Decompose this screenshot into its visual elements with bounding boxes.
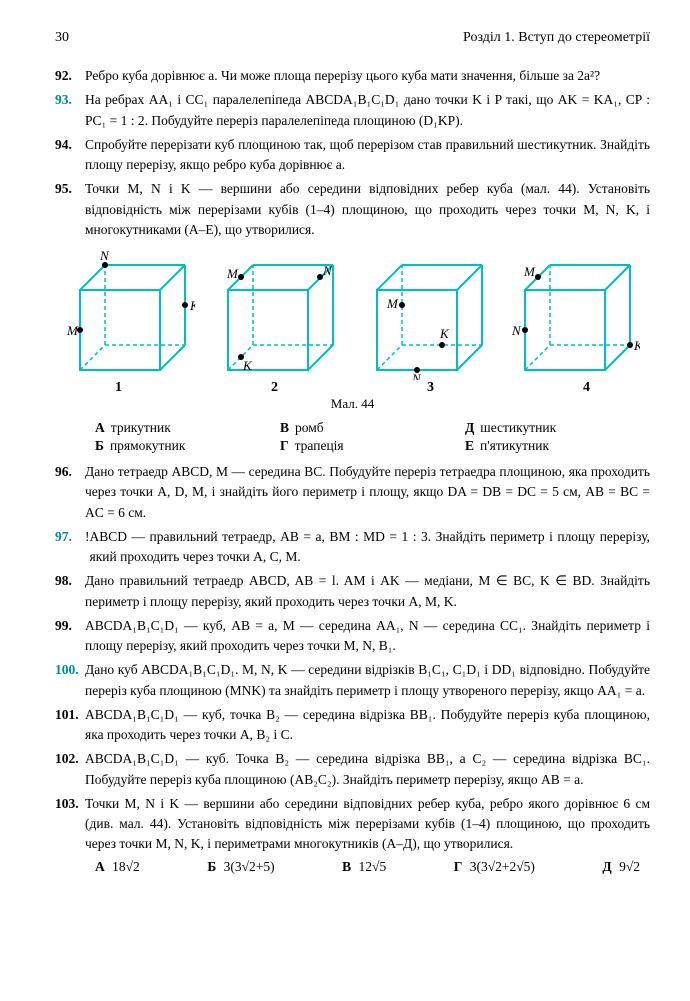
section-title: Розділ 1. Вступ до стереометрії xyxy=(463,30,650,46)
answer-options: Атрикутник Бпрямокутник Вромб Гтрапеція … xyxy=(95,420,650,456)
problem-number: 96. xyxy=(55,462,85,523)
problem-text: ABCDA₁B₁C₁D₁ — куб, точка B₂ — середина … xyxy=(85,705,650,746)
opt-label: Е xyxy=(465,438,474,453)
opt-text: трапеція xyxy=(295,438,344,453)
problem-text: Точки M, N і K — вершини або середини ві… xyxy=(85,794,650,855)
page-header: 30 Розділ 1. Вступ до стереометрії xyxy=(55,30,650,46)
ans-label: А xyxy=(95,859,105,874)
opt-label: Д xyxy=(465,420,474,435)
cube-figure-4: M N K xyxy=(510,250,640,380)
page-number: 30 xyxy=(55,30,69,46)
problem-96: 96. Дано тетраедр ABCD, M — середина BC.… xyxy=(55,462,650,523)
problem-93: 93. На ребрах AA₁ і CC₁ паралелепіпеда A… xyxy=(55,90,650,131)
problem-text: ABCDA₁B₁C₁D₁ — куб. Точка B₂ — середина … xyxy=(85,749,650,790)
problem-number: 99. xyxy=(55,616,85,657)
problem-101: 101. ABCDA₁B₁C₁D₁ — куб, точка B₂ — сере… xyxy=(55,705,650,746)
ans-value: 18√2 xyxy=(112,859,140,874)
problem-number: 92. xyxy=(55,66,85,86)
ans-label: Д xyxy=(602,859,611,874)
opt-text: п'ятикутник xyxy=(480,438,549,453)
problem-text: Дано куб ABCDA₁B₁C₁D₁. M, N, K — середин… xyxy=(85,660,650,701)
figure-row: N K M M N K xyxy=(55,250,650,380)
problem-97: 97.! ABCD — правильний тетраедр, AB = a,… xyxy=(55,527,650,568)
cube-figure-3: M K N xyxy=(362,250,492,380)
problem-98: 98. Дано правильний тетраедр ABCD, AB = … xyxy=(55,571,650,612)
problem-number: 98. xyxy=(55,571,85,612)
problem-text: ABCDA₁B₁C₁D₁ — куб, AB = a, M — середина… xyxy=(85,616,650,657)
problem-text: Дано тетраедр ABCD, M — середина BC. Поб… xyxy=(85,462,650,523)
svg-text:M: M xyxy=(66,323,79,338)
svg-text:K: K xyxy=(439,326,450,341)
opt-text: трикутник xyxy=(111,420,171,435)
problem-text: Точки M, N і K — вершини або середини ві… xyxy=(85,179,650,240)
fig-label-4: 4 xyxy=(583,380,590,396)
problem-number: 100. xyxy=(55,660,85,701)
opt-text: шестикутник xyxy=(480,420,556,435)
ans-value: 9√2 xyxy=(619,859,640,874)
ans-label: Б xyxy=(207,859,216,874)
ans-value: 3(3√2+2√5) xyxy=(470,859,535,874)
svg-text:N: N xyxy=(99,250,110,263)
answer-row: А 18√2 Б 3(3√2+5) В 12√5 Г 3(3√2+2√5) Д … xyxy=(95,859,650,875)
problem-text: На ребрах AA₁ і CC₁ паралелепіпеда ABCDA… xyxy=(85,90,650,131)
svg-text:K: K xyxy=(242,358,253,373)
problem-number: 102. xyxy=(55,749,85,790)
problem-number: 94. xyxy=(55,135,85,176)
svg-text:K: K xyxy=(189,298,195,313)
page: 30 Розділ 1. Вступ до стереометрії 92. Р… xyxy=(0,0,690,915)
opt-label: Б xyxy=(95,438,104,453)
problem-text: Спробуйте перерізати куб площиною так, щ… xyxy=(85,135,650,176)
problem-99: 99. ABCDA₁B₁C₁D₁ — куб, AB = a, M — сере… xyxy=(55,616,650,657)
figure-labels: 1 2 3 4 xyxy=(55,380,650,396)
problem-number: 95. xyxy=(55,179,85,240)
svg-text:M: M xyxy=(386,296,399,311)
problem-102: 102. ABCDA₁B₁C₁D₁ — куб. Точка B₂ — сере… xyxy=(55,749,650,790)
opt-text: ромб xyxy=(295,420,324,435)
problem-text: Ребро куба дорівнює a. Чи може площа пер… xyxy=(85,66,650,86)
cube-figure-1: N K M xyxy=(65,250,195,380)
cube-figure-2: M N K xyxy=(213,250,343,380)
problem-100: 100. Дано куб ABCDA₁B₁C₁D₁. M, N, K — се… xyxy=(55,660,650,701)
svg-text:K: K xyxy=(633,338,640,353)
svg-text:N: N xyxy=(322,263,333,278)
problem-95: 95. Точки M, N і K — вершини або середин… xyxy=(55,179,650,240)
opt-label: В xyxy=(280,420,289,435)
problem-text: ABCD — правильний тетраедр, AB = a, BM :… xyxy=(90,527,651,568)
svg-text:N: N xyxy=(411,371,422,380)
svg-text:M: M xyxy=(523,264,536,279)
figure-caption: Мал. 44 xyxy=(55,396,650,412)
fig-label-3: 3 xyxy=(427,380,434,396)
problem-text: Дано правильний тетраедр ABCD, AB = l. A… xyxy=(85,571,650,612)
fig-label-1: 1 xyxy=(115,380,122,396)
problem-92: 92. Ребро куба дорівнює a. Чи може площа… xyxy=(55,66,650,86)
ans-value: 12√5 xyxy=(359,859,387,874)
svg-text:M: M xyxy=(226,266,239,281)
problem-94: 94. Спробуйте перерізати куб площиною та… xyxy=(55,135,650,176)
problem-number: 97. xyxy=(55,527,85,568)
problem-number: 93. xyxy=(55,90,85,131)
ans-label: Г xyxy=(454,859,463,874)
opt-text: прямокутник xyxy=(110,438,186,453)
problem-103: 103. Точки M, N і K — вершини або середи… xyxy=(55,794,650,855)
opt-label: Г xyxy=(280,438,289,453)
opt-label: А xyxy=(95,420,105,435)
fig-label-2: 2 xyxy=(271,380,278,396)
ans-label: В xyxy=(342,859,351,874)
ans-value: 3(3√2+5) xyxy=(224,859,275,874)
svg-text:N: N xyxy=(511,323,522,338)
problem-number: 103. xyxy=(55,794,85,855)
problem-number: 101. xyxy=(55,705,85,746)
